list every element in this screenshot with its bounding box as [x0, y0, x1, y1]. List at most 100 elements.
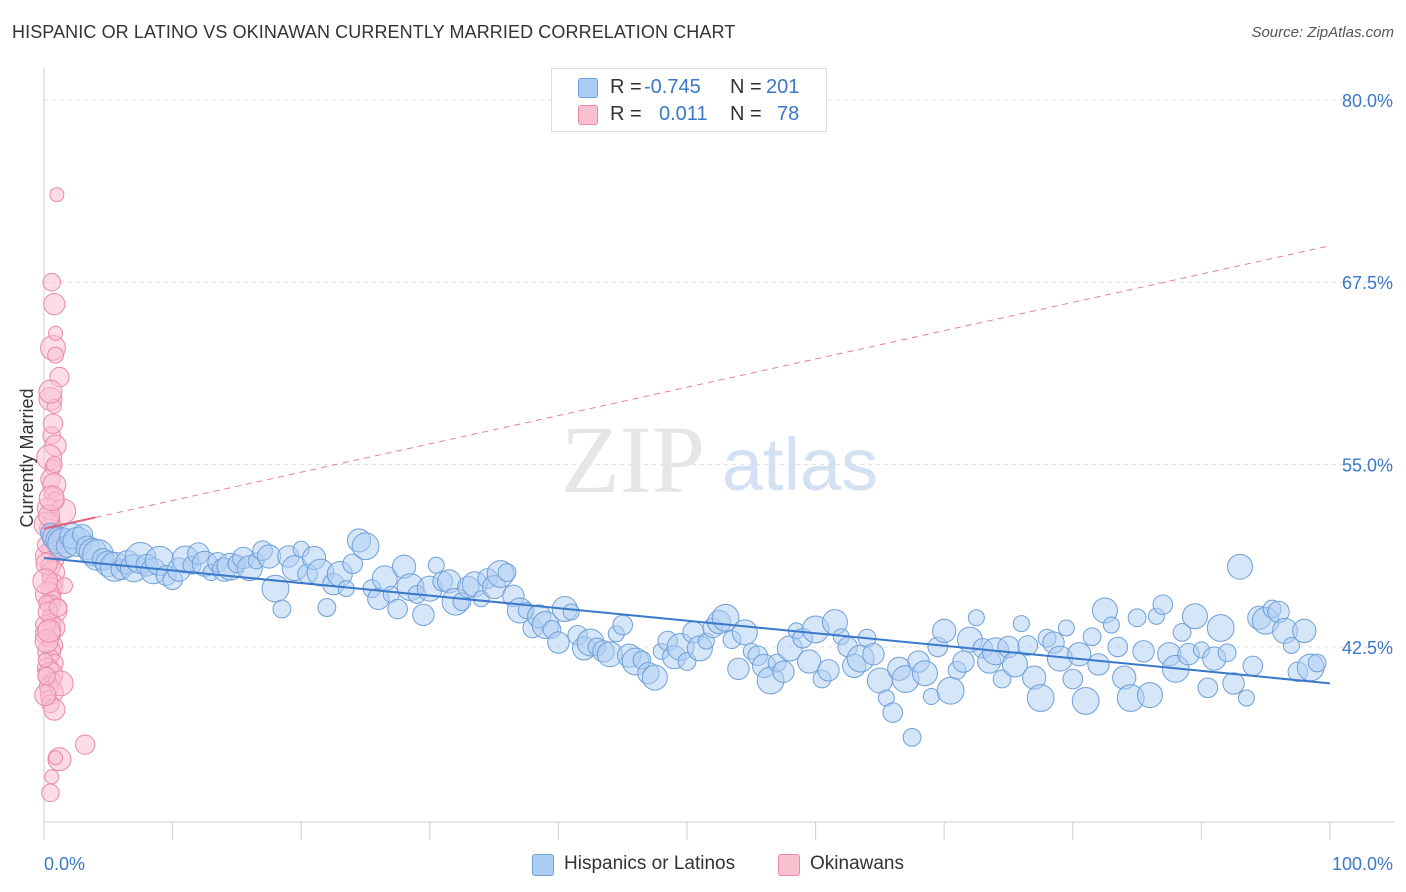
y-tick-label: 67.5% [1342, 273, 1393, 293]
hispanic-point [1172, 622, 1192, 642]
hispanic-point [427, 556, 445, 574]
n-value: 201 [766, 76, 800, 98]
source-label: Source: ZipAtlas.com [1251, 24, 1394, 41]
hispanic-point [317, 598, 337, 617]
okinawan-point [74, 734, 96, 755]
hispanic-point [1012, 615, 1030, 633]
watermark: ZIP atlas [561, 406, 878, 513]
trend-lines [43, 245, 1331, 685]
hispanic-point [1132, 640, 1155, 663]
hispanic-point [1217, 643, 1237, 663]
hispanic-point [862, 643, 885, 666]
hispanic-point [1107, 636, 1129, 658]
okinawan-point [34, 683, 57, 707]
hispanic-point [1226, 553, 1253, 580]
hispanic-point [1237, 689, 1255, 707]
hispanic-point [1282, 636, 1300, 654]
hispanic-point [547, 631, 570, 654]
okinawan-point [44, 769, 60, 785]
legend-row-hispanics: R = -0.745 N = 201 [552, 74, 826, 100]
hispanic-point [612, 614, 634, 636]
hispanic-point [1181, 603, 1208, 630]
hispanic-point [1127, 608, 1147, 628]
hispanic-point [1136, 682, 1163, 709]
y-axis-label: Currently Married [17, 388, 37, 527]
okinawan-point [38, 379, 63, 404]
hispanic-point [882, 702, 904, 723]
okinawan-point [42, 413, 64, 434]
okinawan-point [37, 666, 56, 686]
y-tick-label: 42.5% [1342, 638, 1393, 658]
x-tick-label: 0.0% [44, 854, 85, 874]
okinawan-point [41, 783, 60, 803]
okinawans-legend-label: Okinawans [810, 853, 904, 874]
hispanics-legend-swatch [532, 854, 554, 876]
y-tick-label: 55.0% [1342, 456, 1393, 476]
axis-labels: 42.5% 55.0% 67.5% 80.0% 0.0% 100.0% Currently … [17, 91, 1393, 874]
watermark-zip: ZIP [561, 406, 705, 513]
hispanic-point [1292, 618, 1317, 643]
hispanic-point [817, 659, 840, 682]
hispanic-point [1082, 627, 1102, 647]
okinawan-point [47, 346, 64, 364]
n-label: N = [730, 76, 762, 98]
hispanics-trend-line [43, 556, 1331, 685]
hispanic-point [727, 657, 750, 681]
hispanic-point [932, 618, 957, 643]
okinawan-point [48, 325, 64, 341]
hispanic-point [992, 669, 1012, 689]
okinawan-point [48, 598, 68, 617]
hispanic-point [1197, 677, 1219, 699]
hispanics-swatch [578, 78, 598, 98]
hispanic-point [1242, 655, 1264, 677]
hispanics-legend-label: Hispanics or Latinos [564, 853, 736, 874]
okinawans-legend-swatch [778, 854, 800, 876]
hispanic-point [562, 603, 580, 621]
axes [43, 68, 1394, 840]
hispanic-point [1057, 619, 1075, 637]
hispanic-point [797, 649, 822, 674]
hispanic-point [1026, 684, 1055, 712]
y-tick-label: 80.0% [1342, 91, 1393, 111]
legend-row-okinawans: R = 0.011 N = 78 [552, 101, 826, 127]
r-value: 0.011 [659, 103, 708, 125]
hispanics-points [39, 522, 1327, 747]
hispanic-point [351, 532, 380, 561]
r-label: R = [610, 76, 642, 98]
hispanic-point [1152, 594, 1174, 615]
hispanic-point [387, 598, 408, 620]
okinawan-point [42, 272, 62, 292]
hispanic-point [1067, 642, 1092, 667]
hispanic-point [1062, 668, 1084, 690]
hispanic-point [272, 599, 292, 619]
hispanic-point [412, 603, 435, 627]
hispanic-point [936, 676, 965, 705]
hispanic-point [967, 609, 985, 627]
okinawan-point [56, 577, 73, 595]
watermark-atlas: atlas [722, 423, 878, 506]
okinawan-point [43, 293, 66, 316]
hispanic-point [902, 727, 922, 747]
correlation-legend: R = -0.745 N = 201 R = 0.011 N = 78 [551, 68, 827, 132]
hispanic-point [731, 619, 758, 646]
n-value: 78 [777, 103, 800, 125]
okinawan-point [38, 485, 65, 512]
n-label: N = [730, 103, 762, 125]
okinawans-trend-line-solid [43, 516, 96, 530]
r-value: -0.745 [644, 76, 701, 98]
hispanic-point [1307, 653, 1327, 673]
okinawan-point [32, 568, 59, 595]
okinawans-points [32, 187, 96, 803]
okinawans-trend-line-dashed [95, 245, 1331, 518]
okinawan-point [45, 456, 63, 473]
hispanic-point [772, 660, 795, 683]
okinawan-point [37, 652, 53, 668]
okinawan-point [37, 618, 62, 643]
okinawan-point [48, 750, 64, 766]
hispanic-point [497, 563, 517, 582]
r-label: R = [610, 103, 642, 125]
hispanic-point [1222, 672, 1245, 695]
hispanic-point [1087, 653, 1110, 676]
x-tick-label: 100.0% [1332, 854, 1393, 874]
